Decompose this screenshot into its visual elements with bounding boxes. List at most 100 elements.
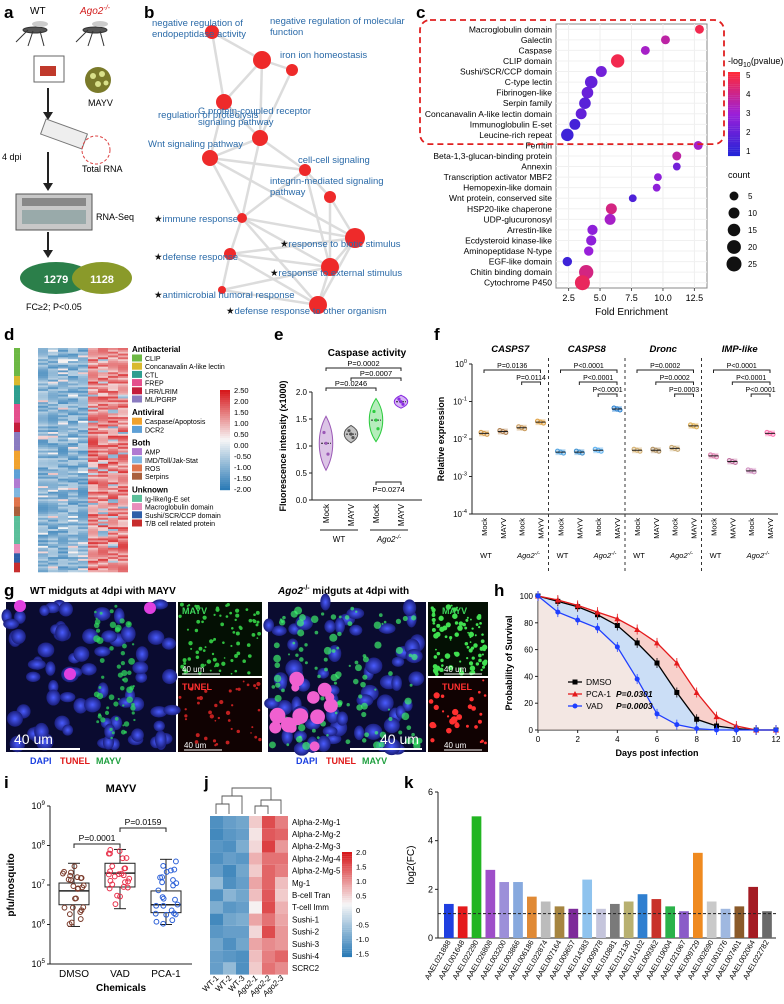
heatmap-cell	[58, 530, 68, 534]
heatmap-cell	[68, 482, 78, 485]
gene-category-bar	[14, 379, 20, 382]
color-scale-bar	[342, 942, 352, 945]
heatmap-cell	[68, 497, 78, 500]
series-point	[654, 639, 660, 646]
heatmap-cell	[118, 400, 128, 403]
heatmap-cell	[68, 514, 78, 517]
heatmap-cell	[48, 364, 58, 367]
heatmap-cell	[275, 901, 288, 914]
nucleus	[11, 628, 26, 645]
tube-icon	[39, 118, 111, 165]
heatmap-cell	[210, 950, 223, 963]
heatmap-cell	[98, 420, 108, 423]
heatmap-cell	[68, 504, 78, 507]
heatmap-cell	[98, 368, 108, 371]
heatmap-cell	[118, 467, 128, 470]
data-point	[694, 424, 699, 430]
heatmap-cell	[38, 460, 48, 463]
heatmap-cell	[88, 433, 98, 437]
x-tick-label: MAYV	[347, 503, 356, 526]
significance-bracket	[350, 377, 402, 381]
heatmap-cell	[98, 426, 108, 429]
color-scale-bar	[728, 149, 740, 152]
heatmap-cell	[38, 381, 48, 384]
nucleus	[316, 735, 331, 752]
heatmap-cell	[48, 385, 58, 388]
mayv-signal	[273, 654, 281, 663]
gene-title: IMP-like	[722, 344, 759, 355]
nucleus	[271, 625, 287, 636]
tunel-signal	[446, 715, 450, 718]
heatmap-cell	[48, 361, 58, 364]
category-label: Ecdysteroid kinase-like	[465, 235, 552, 245]
color-scale-bar	[220, 440, 230, 443]
heatmap-cell	[262, 962, 275, 975]
color-scale-bar	[342, 883, 352, 886]
heatmap-cell	[48, 398, 58, 401]
color-scale-bar	[342, 933, 352, 937]
x-tick-label: 5.0	[594, 293, 607, 303]
heatmap-cell	[58, 413, 68, 416]
mayv-signal	[282, 615, 286, 620]
heatmap-cell	[78, 525, 88, 528]
heatmap-cell	[58, 508, 68, 511]
go-term-label: ★antimicrobial humoral response	[154, 290, 295, 301]
heatmap-cell	[108, 460, 118, 463]
heatmap-cell	[98, 441, 108, 444]
color-legend-tick: 2	[746, 128, 751, 137]
heatmap-cell	[108, 547, 118, 550]
go-term-label: ★immune response	[154, 214, 238, 225]
heatmap-cell	[88, 348, 98, 351]
tunel-signal	[178, 695, 182, 699]
tick-label: 106	[31, 919, 45, 930]
data-point	[497, 428, 503, 433]
mayv-signal	[187, 604, 191, 607]
heatmap-cell	[38, 407, 48, 410]
data-point	[66, 911, 73, 918]
category-label: Leucine-rich repeat	[479, 130, 552, 140]
heatmap-cell	[98, 458, 108, 461]
mayv-signal	[252, 618, 256, 622]
color-scale-bar	[728, 78, 740, 81]
channel-tunel: TUNEL	[326, 756, 356, 766]
mayv-signal	[482, 665, 486, 669]
heatmap-cell	[38, 510, 48, 513]
mayv-signal	[398, 730, 403, 735]
mayv-signal	[230, 644, 233, 648]
mayv-signal	[469, 671, 474, 676]
x-tick-label: MAYV	[766, 518, 775, 539]
heatmap-cell	[118, 474, 128, 478]
heatmap-cell	[48, 372, 58, 375]
heatmap-cell	[78, 420, 88, 423]
heatmap-cell	[78, 510, 88, 513]
size-legend-tick: 10	[748, 209, 757, 218]
heatmap-cell	[38, 400, 48, 403]
heatmap-cell	[88, 407, 98, 410]
gene-category-bar	[14, 460, 20, 463]
heatmap-cell	[88, 514, 98, 517]
heatmap-cell	[98, 432, 108, 435]
heatmap-cell	[78, 519, 88, 522]
heatmap-cell	[68, 372, 78, 375]
heatmap-cell	[48, 349, 58, 353]
heatmap-cell	[58, 351, 68, 354]
color-scale-bar	[342, 906, 352, 909]
heatmap-cell	[88, 404, 98, 407]
color-scale-bar	[220, 424, 230, 427]
heatmap-cell	[38, 389, 48, 392]
heatmap-cell	[98, 510, 108, 513]
tunel-signal	[477, 719, 482, 724]
significance-bracket	[578, 381, 618, 385]
series-point	[614, 622, 620, 628]
heatmap-cell	[275, 950, 288, 963]
color-scale-bar	[342, 854, 352, 857]
heatmap-cell	[88, 488, 98, 491]
heatmap-cell	[98, 415, 108, 418]
heatmap-cell	[48, 486, 58, 489]
heatmap-cell	[118, 389, 128, 392]
heatmap-cell	[98, 396, 108, 399]
mayv-signal	[329, 633, 338, 642]
heatmap-cell	[98, 417, 108, 420]
heatmap-cell	[88, 504, 98, 507]
color-scale-bar	[220, 430, 230, 433]
